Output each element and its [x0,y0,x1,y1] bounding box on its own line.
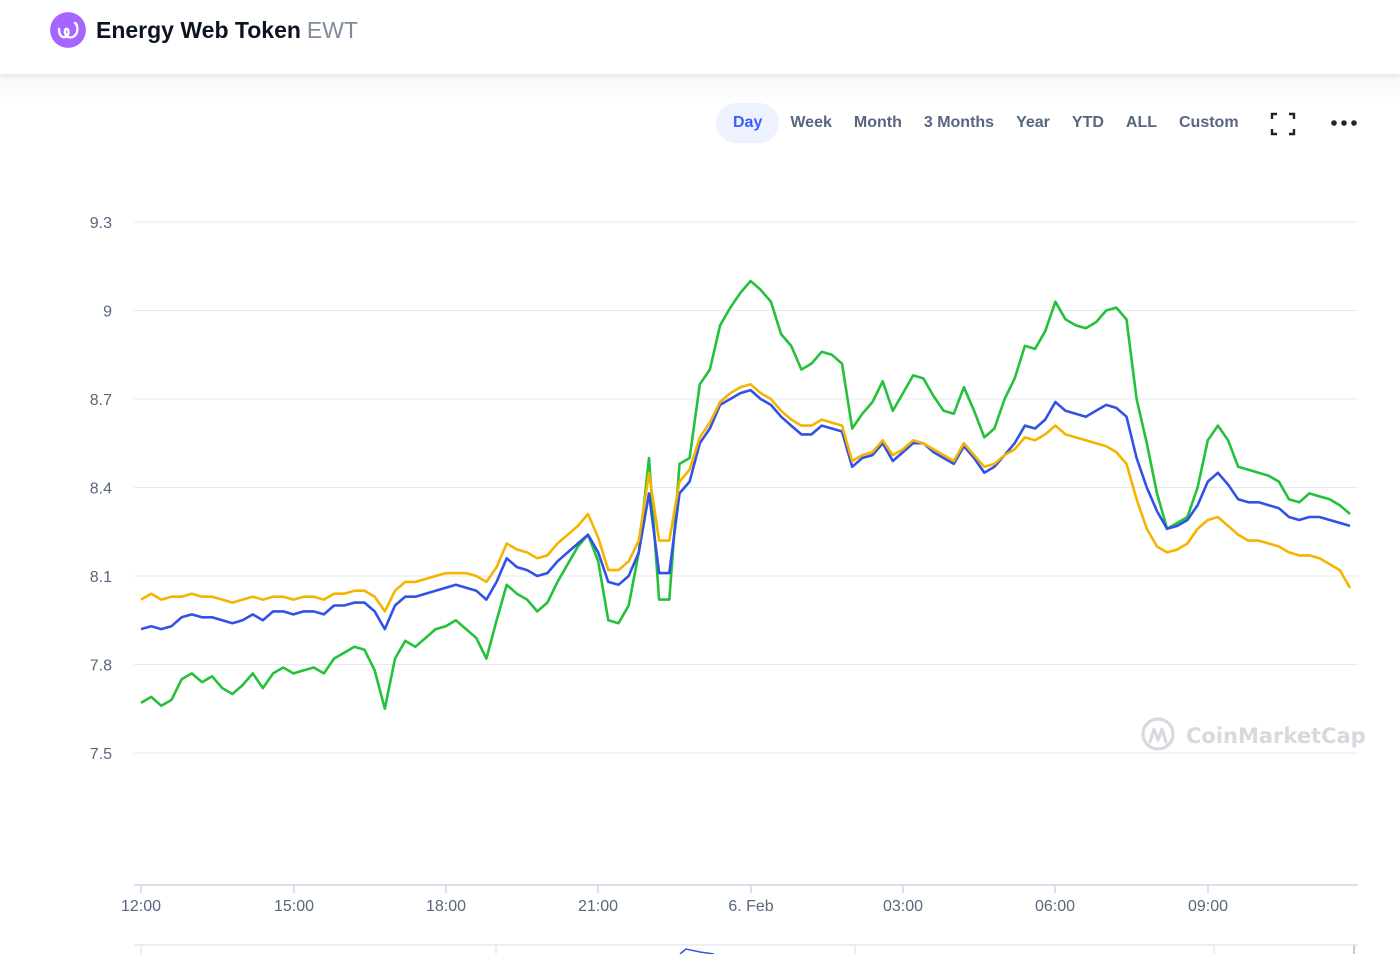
y-tick-label: 9.3 [90,215,112,232]
x-tick-label: 6. Feb [728,898,773,915]
range-year-button[interactable]: Year [1016,114,1050,131]
range-custom-button[interactable]: Custom [1179,114,1239,131]
header-shadow-band [0,74,1400,104]
range-month-button[interactable]: Month [853,114,902,131]
y-tick-label: 7.5 [90,746,112,763]
blue-series-line [140,388,1351,631]
fullscreen-icon[interactable] [1270,112,1296,136]
range-3-months-button[interactable]: 3 Months [923,114,995,131]
chart-gridlines [134,221,1358,754]
range-week-button[interactable]: Week [790,114,832,131]
x-tick-label: 15:00 [274,898,314,915]
yellow-series-line [140,383,1352,613]
y-tick-label: 8.1 [90,569,112,586]
x-tick-label: 09:00 [1188,898,1228,915]
time-range-selector: Day Week Month 3 Months Year YTD ALL Cus… [716,103,1250,143]
coin-name: Energy Web Token [96,17,301,43]
y-tick-label: 9 [103,304,112,321]
range-ytd-button[interactable]: YTD [1071,114,1104,131]
x-tick-label: 06:00 [1035,898,1075,915]
navigator-strip[interactable] [134,944,1358,954]
x-tick-label: 03:00 [883,898,923,915]
y-tick-label: 8.4 [90,481,112,498]
x-tick-label: 18:00 [426,898,466,915]
coin-title: Energy Web Token EWT [96,16,358,44]
y-tick-label: 7.8 [90,658,112,675]
y-axis-ticks: 7.5 7.8 8.1 8.4 8.7 9 9.3 [90,215,112,763]
more-options-icon[interactable] [1330,118,1358,128]
coinmarketcap-icon [1141,717,1175,751]
coinmarketcap-watermark: CoinMarketCap [1141,717,1366,751]
coin-header: Energy Web Token EWT [0,0,1400,74]
x-axis-ticks: 12:00 15:00 18:00 21:00 6. Feb 03:00 06:00 09:0… [121,885,1228,915]
range-all-button[interactable]: ALL [1125,114,1157,131]
x-tick-label: 21:00 [578,898,618,915]
x-tick-label: 12:00 [121,898,161,915]
watermark-text: CoinMarketCap [1186,724,1366,748]
energy-web-logo-icon [50,12,86,48]
range-day-button[interactable]: Day [716,103,780,143]
navigator-series-line [679,948,715,954]
y-tick-label: 8.7 [90,392,112,409]
coin-symbol: EWT [306,17,359,43]
chart-series [140,279,1352,710]
green-series-line [140,279,1351,710]
